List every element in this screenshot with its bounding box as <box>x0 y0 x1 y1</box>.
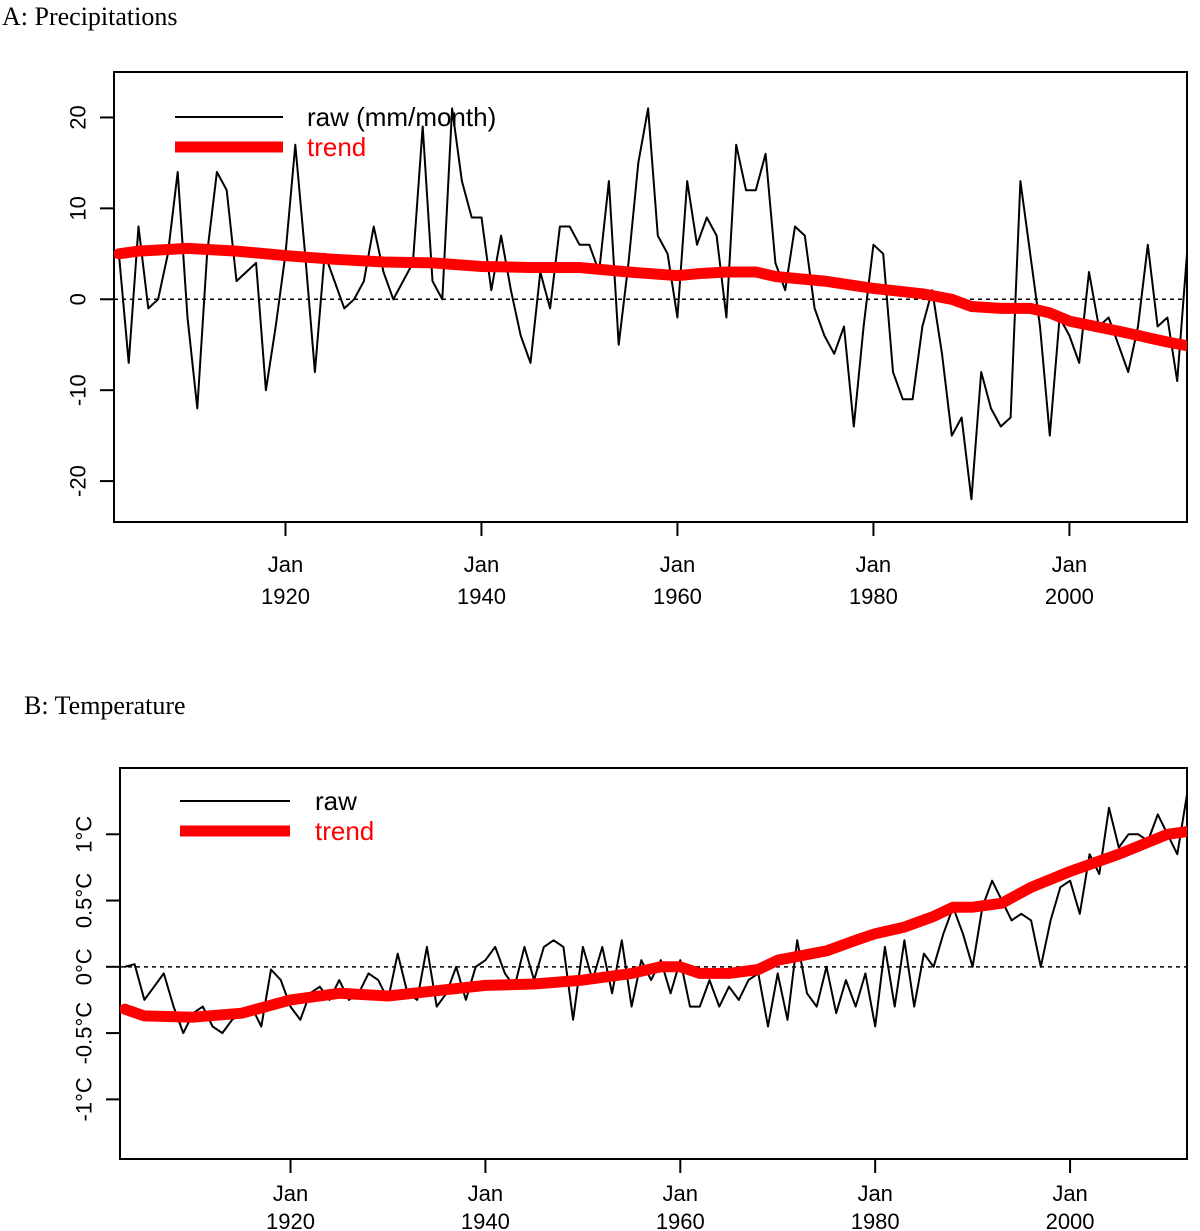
y-tick-label: -1°C <box>72 1077 97 1121</box>
y-tick-label: -20 <box>66 465 91 497</box>
x-tick-label-month: Jan <box>857 1181 892 1206</box>
x-tick-label-month: Jan <box>663 1181 698 1206</box>
x-tick-label-year: 1940 <box>457 584 506 609</box>
precipitation-title: A: Precipitations <box>2 2 178 31</box>
x-tick-label-year: 1980 <box>851 1209 900 1231</box>
legend-raw-label: raw <box>315 786 357 816</box>
legend-trend-label: trend <box>307 132 366 162</box>
y-tick-label: -10 <box>66 374 91 406</box>
x-tick-label-month: Jan <box>1052 552 1087 577</box>
trend-series-line <box>114 242 1187 352</box>
x-tick-label-month: Jan <box>856 552 891 577</box>
x-tick-label-month: Jan <box>268 552 303 577</box>
precipitation-chart: -20 -10 0 10 20 Jan 1920 Jan 1940 Jan 1960 Jan 1980 J… <box>66 71 1188 609</box>
x-tick-label-year: 1940 <box>461 1209 510 1231</box>
x-tick-label-year: 1960 <box>653 584 702 609</box>
temperature-panel: B: Temperature -1°C -0.5°C 0°C 0.5°C 1°C Jan 1… <box>0 615 1200 1231</box>
y-tick-label: 0°C <box>72 948 97 985</box>
x-tick-label-year: 1980 <box>849 584 898 609</box>
y-tick-label: 0.5°C <box>72 873 97 928</box>
y-tick-label: -0.5°C <box>72 1002 97 1065</box>
x-tick-label-month: Jan <box>464 552 499 577</box>
x-tick-label-year: 1960 <box>656 1209 705 1231</box>
x-tick-label-month: Jan <box>1052 1181 1087 1206</box>
temperature-title: B: Temperature <box>24 691 186 720</box>
raw-series-line <box>117 107 1187 501</box>
plot-frame <box>119 767 1188 1160</box>
x-tick-label-month: Jan <box>660 552 695 577</box>
precipitation-panel: A: Precipitations -20 -10 0 10 20 Jan 1920 Jan 1… <box>0 0 1200 615</box>
legend-raw-label: raw (mm/month) <box>307 102 496 132</box>
x-tick-label-year: 2000 <box>1045 584 1094 609</box>
temperature-chart: -1°C -0.5°C 0°C 0.5°C 1°C Jan 1920 Jan 1940 Jan 19… <box>72 767 1188 1231</box>
x-tick-label-month: Jan <box>273 1181 308 1206</box>
y-tick-label: 1°C <box>72 816 97 853</box>
y-tick-label: 10 <box>66 196 91 220</box>
trend-series-line <box>120 826 1187 1023</box>
x-tick-label-month: Jan <box>468 1181 503 1206</box>
y-tick-label: 0 <box>66 293 91 305</box>
x-tick-label-year: 1920 <box>261 584 310 609</box>
legend-trend-label: trend <box>315 816 374 846</box>
y-tick-label: 20 <box>66 105 91 129</box>
x-tick-label-year: 2000 <box>1046 1209 1095 1231</box>
x-tick-label-year: 1920 <box>266 1209 315 1231</box>
plot-frame <box>113 71 1188 523</box>
